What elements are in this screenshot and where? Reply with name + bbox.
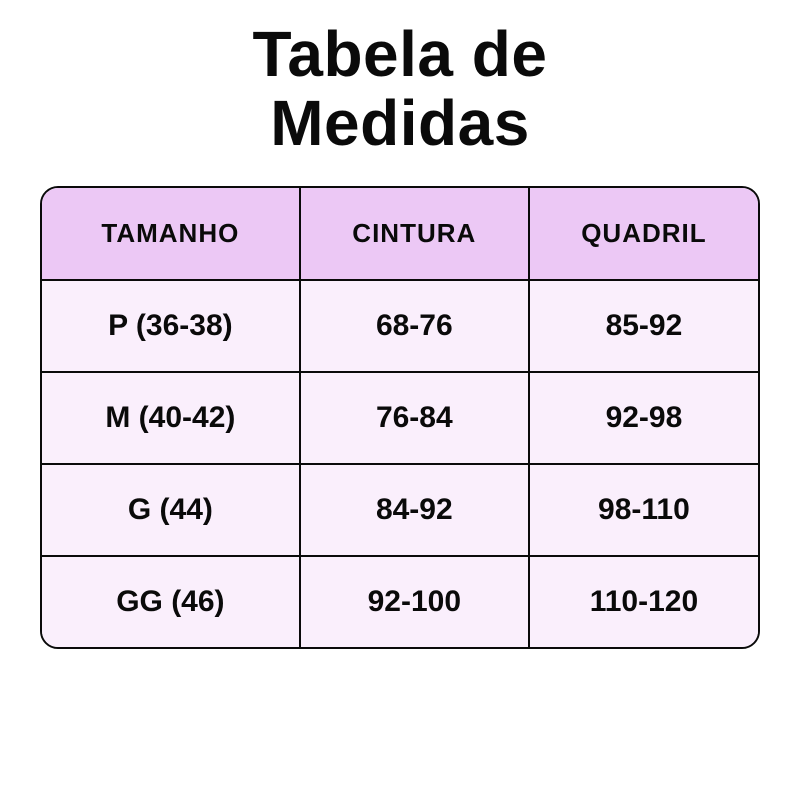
col-header-tamanho: TAMANHO [42,188,300,280]
cell-size: P (36-38) [42,280,300,372]
cell-hip: 85-92 [529,280,758,372]
table-row: GG (46) 92-100 110-120 [42,556,758,647]
cell-waist: 84-92 [300,464,529,556]
col-header-quadril: QUADRIL [529,188,758,280]
cell-hip: 98-110 [529,464,758,556]
table-header-row: TAMANHO CINTURA QUADRIL [42,188,758,280]
cell-hip: 92-98 [529,372,758,464]
cell-hip: 110-120 [529,556,758,647]
cell-waist: 76-84 [300,372,529,464]
cell-size: G (44) [42,464,300,556]
table-row: P (36-38) 68-76 85-92 [42,280,758,372]
size-table-container: TAMANHO CINTURA QUADRIL P (36-38) 68-76 … [40,186,760,649]
size-table: TAMANHO CINTURA QUADRIL P (36-38) 68-76 … [42,188,758,647]
cell-size: GG (46) [42,556,300,647]
cell-waist: 68-76 [300,280,529,372]
table-row: M (40-42) 76-84 92-98 [42,372,758,464]
table-row: G (44) 84-92 98-110 [42,464,758,556]
page-title: Tabela deMedidas [253,20,548,158]
col-header-cintura: CINTURA [300,188,529,280]
cell-waist: 92-100 [300,556,529,647]
cell-size: M (40-42) [42,372,300,464]
